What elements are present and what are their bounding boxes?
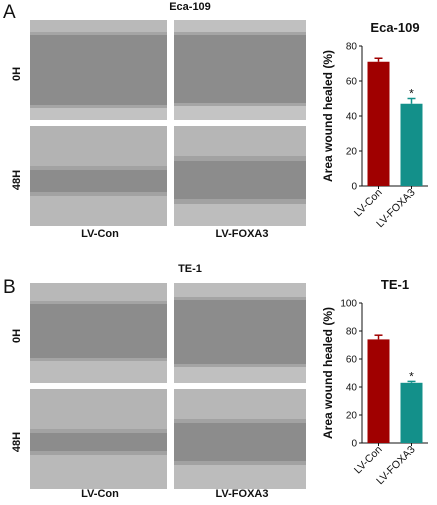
bar-chart-b: TE-1 Area wound healed (%) 0 20 40 60 80 100 LV-…: [320, 275, 437, 500]
significance-star: *: [409, 87, 414, 101]
y-tick-label: 0: [351, 182, 357, 193]
image-title-a: Eca-109: [169, 1, 211, 13]
chart-title: TE-1: [381, 277, 409, 292]
y-tick-label: 60: [346, 77, 358, 88]
chart-title: Eca-109: [370, 20, 419, 35]
row-label-0h-a: 0H: [11, 66, 23, 82]
y-tick-label: 40: [346, 112, 358, 123]
significance-star: *: [409, 369, 414, 383]
bar-lv-foxa3: [400, 103, 423, 186]
y-axis-label: Area wound healed (%): [321, 307, 335, 439]
image-title-b: TE-1: [178, 263, 202, 275]
row-label-0h-b: 0H: [11, 328, 23, 344]
col-label-lvcon-a: LV-Con: [81, 228, 119, 240]
col-label-lvfoxa3-b: LV-FOXA3: [215, 488, 269, 500]
y-tick-label: 40: [346, 383, 358, 394]
y-axis-label: Area wound healed (%): [321, 50, 335, 182]
y-tick-label: 20: [346, 411, 358, 422]
micrograph-b-foxa3-48h: [174, 389, 306, 489]
y-tick-label: 0: [351, 439, 357, 450]
row-label-48h-a: 48H: [11, 169, 23, 191]
micrograph-a-foxa3-48h: [174, 126, 306, 226]
micrograph-b-con-0h: [30, 283, 167, 383]
y-tick-label: 80: [346, 42, 358, 53]
bar-chart-a: Eca-109 Area wound healed (%) 0 20 40 60 80 LV-…: [320, 18, 437, 243]
micrograph-b-foxa3-0h: [174, 283, 306, 383]
bar-lv-foxa3: [400, 382, 423, 443]
y-tick-label: 100: [340, 299, 357, 310]
bar-lv-con: [367, 61, 390, 186]
micrograph-a-con-0h: [30, 20, 167, 120]
y-tick-label: 20: [346, 147, 358, 158]
bar-lv-con: [367, 339, 390, 443]
panel-letter-b: B: [3, 277, 16, 298]
col-label-lvfoxa3-a: LV-FOXA3: [215, 228, 269, 240]
row-label-48h-b: 48H: [11, 431, 23, 453]
micrograph-a-con-48h: [30, 126, 167, 226]
panel-letter-a: A: [3, 2, 16, 23]
micrograph-a-foxa3-0h: [174, 20, 306, 120]
y-tick-label: 80: [346, 327, 358, 338]
y-tick-label: 60: [346, 355, 358, 366]
micrograph-b-con-48h: [30, 389, 167, 489]
col-label-lvcon-b: LV-Con: [81, 488, 119, 500]
